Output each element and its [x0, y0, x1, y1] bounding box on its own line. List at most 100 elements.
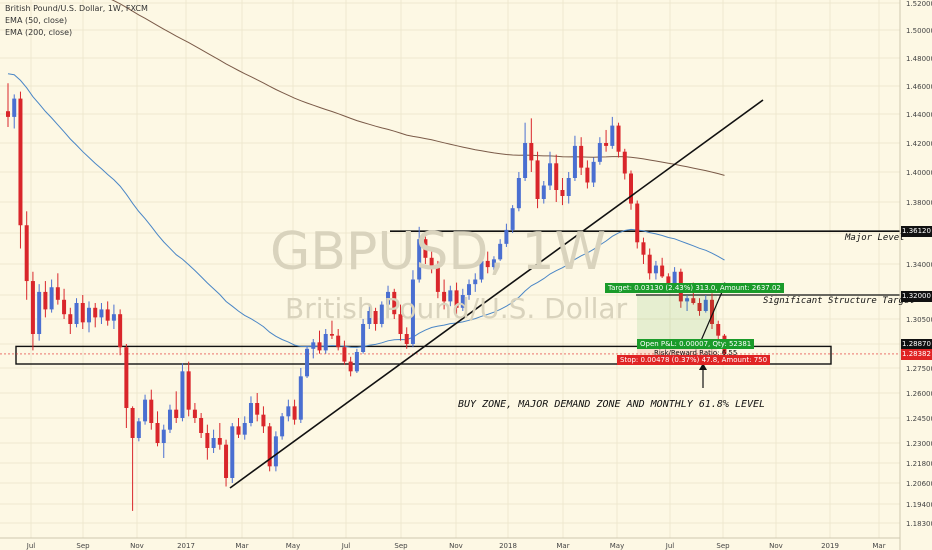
- candle-body: [429, 257, 434, 268]
- candle: [504, 223, 509, 247]
- y-tick-label: 1.30500: [906, 316, 932, 324]
- candle: [298, 368, 303, 423]
- candle-body: [691, 298, 696, 303]
- ema50-legend[interactable]: EMA (50, close): [5, 16, 68, 25]
- candle: [49, 279, 54, 313]
- candle-body: [336, 335, 341, 348]
- candle: [435, 260, 440, 299]
- y-tick-label: 1.40000: [906, 169, 932, 177]
- candle-body: [386, 291, 391, 305]
- candle-body: [579, 145, 584, 168]
- candle: [379, 301, 384, 328]
- candle: [647, 248, 652, 280]
- candle-body: [12, 98, 17, 117]
- candle: [224, 439, 229, 487]
- y-tick-label: 1.19400: [906, 501, 932, 509]
- candle: [591, 157, 596, 187]
- symbol-title[interactable]: British Pound/U.S. Dollar, 1W, FXCM: [5, 4, 148, 13]
- candle: [292, 399, 297, 425]
- candle-body: [510, 208, 515, 230]
- candle: [410, 270, 415, 348]
- candle-body: [523, 143, 528, 178]
- candle-body: [111, 314, 116, 321]
- y-tick-label: 1.46000: [906, 83, 932, 91]
- candle-body: [329, 334, 334, 336]
- candle-body: [417, 239, 422, 280]
- candle-body: [516, 178, 521, 209]
- candle: [616, 122, 621, 158]
- candle-body: [610, 125, 615, 146]
- candle: [124, 344, 129, 428]
- candle: [305, 345, 310, 378]
- x-tick-label: Sep: [76, 542, 90, 550]
- candle: [99, 303, 104, 324]
- x-tick-label: Sep: [394, 542, 408, 550]
- x-tick-label: 2019: [821, 542, 839, 550]
- candle: [317, 330, 322, 354]
- candle-body: [616, 125, 621, 152]
- major-level-label: Major Level: [845, 233, 905, 243]
- candle: [610, 116, 615, 149]
- candle-body: [180, 371, 185, 418]
- candle: [336, 329, 341, 351]
- candle-body: [62, 299, 67, 315]
- candle: [579, 137, 584, 175]
- candle-body: [105, 309, 110, 321]
- candle: [572, 135, 577, 181]
- candle-body: [43, 291, 48, 310]
- candle-body: [186, 371, 191, 410]
- candle: [566, 172, 571, 204]
- candle: [348, 356, 353, 377]
- candle: [280, 413, 285, 440]
- watermark-ticker: GBPUSD, 1W: [270, 222, 606, 282]
- candle: [24, 211, 29, 300]
- candle: [311, 339, 316, 359]
- x-tick-label: Nov: [769, 542, 783, 550]
- major-level-price-tag: 1.36120: [901, 226, 932, 237]
- ema200-legend[interactable]: EMA (200, close): [5, 28, 73, 37]
- y-tick-label: 1.23000: [906, 440, 932, 448]
- open-pnl-label[interactable]: Open P&L: 0.00007, Qty: 52381: [637, 339, 755, 349]
- candle-body: [86, 307, 91, 323]
- candle: [585, 160, 590, 189]
- candle-body: [541, 185, 546, 199]
- candle: [604, 129, 609, 152]
- candle-body: [629, 173, 633, 204]
- candle: [404, 327, 409, 349]
- candle: [342, 340, 347, 365]
- candle: [703, 295, 708, 313]
- candle-body: [348, 361, 353, 372]
- candle: [423, 233, 428, 264]
- candle-body: [286, 406, 291, 417]
- structure-target-label: Significant Structure Target: [763, 296, 915, 306]
- target-label[interactable]: Target: 0.03130 (2.43%) 313.0, Amount: 2…: [605, 283, 784, 293]
- stop-label[interactable]: Stop: 0.00478 (0.37%) 47.8, Amount: 750: [617, 355, 771, 365]
- candle-body: [342, 347, 347, 362]
- candle: [30, 271, 35, 351]
- y-tick-label: 1.52000: [906, 0, 932, 8]
- candle: [510, 205, 515, 233]
- candle: [242, 416, 247, 440]
- candle: [286, 399, 291, 422]
- x-tick-label: Nov: [449, 542, 463, 550]
- candle: [354, 348, 359, 373]
- candle-body: [442, 291, 447, 302]
- candle-body: [130, 408, 135, 438]
- candle: [68, 307, 73, 334]
- y-tick-label: 1.38000: [906, 199, 932, 207]
- candle-body: [491, 259, 496, 268]
- candle: [86, 301, 91, 333]
- candle-body: [280, 416, 285, 437]
- candle-body: [641, 242, 646, 255]
- candle: [479, 254, 484, 283]
- candle: [373, 307, 378, 331]
- candle: [174, 391, 179, 423]
- candle-body: [255, 403, 260, 415]
- candle-body: [24, 225, 29, 282]
- buy-zone-arrowhead: [699, 363, 707, 370]
- candle: [548, 151, 553, 190]
- candle-body: [155, 423, 160, 443]
- candle-body: [560, 190, 565, 196]
- candle-body: [74, 303, 79, 324]
